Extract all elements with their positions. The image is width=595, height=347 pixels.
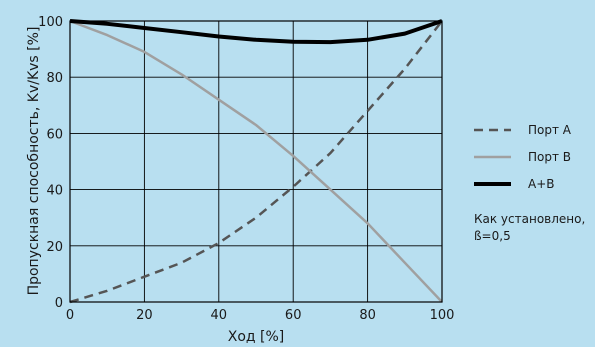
x-tick-label: 40 <box>211 308 228 323</box>
tick-labels: 0 20 40 60 80 100 0 20 40 60 80 100 <box>38 15 454 323</box>
note-line-2: ß=0,5 <box>474 229 511 243</box>
series-line <box>69 19 443 45</box>
legend-item-label: Порт B <box>528 150 571 164</box>
y-tick-label: 100 <box>38 15 63 30</box>
plot-frame <box>69 20 443 303</box>
y-tick-label: 40 <box>46 184 63 199</box>
y-tick-label: 60 <box>46 127 63 142</box>
legend-item-label: A+B <box>528 177 555 191</box>
y-tick-label: 0 <box>55 296 63 311</box>
chart-series <box>69 19 443 304</box>
grid <box>69 20 443 303</box>
y-tick-label: 80 <box>46 71 63 86</box>
x-tick-label: 80 <box>359 308 376 323</box>
legend: Порт A Порт B A+B <box>474 123 572 191</box>
y-tick-label: 20 <box>46 240 63 255</box>
x-tick-label: 20 <box>136 308 153 323</box>
legend-item-label: Порт A <box>528 123 572 137</box>
x-tick-label: 0 <box>66 308 74 323</box>
note-line-1: Как установлено, <box>474 212 585 226</box>
x-axis-label: Ход [%] <box>228 329 285 345</box>
series-line <box>69 20 443 304</box>
series-line <box>69 19 443 303</box>
y-axis-label: Пропускная способность, Kv/Kvs [%] <box>26 27 42 296</box>
x-tick-label: 60 <box>285 308 302 323</box>
x-tick-label: 100 <box>430 308 455 323</box>
